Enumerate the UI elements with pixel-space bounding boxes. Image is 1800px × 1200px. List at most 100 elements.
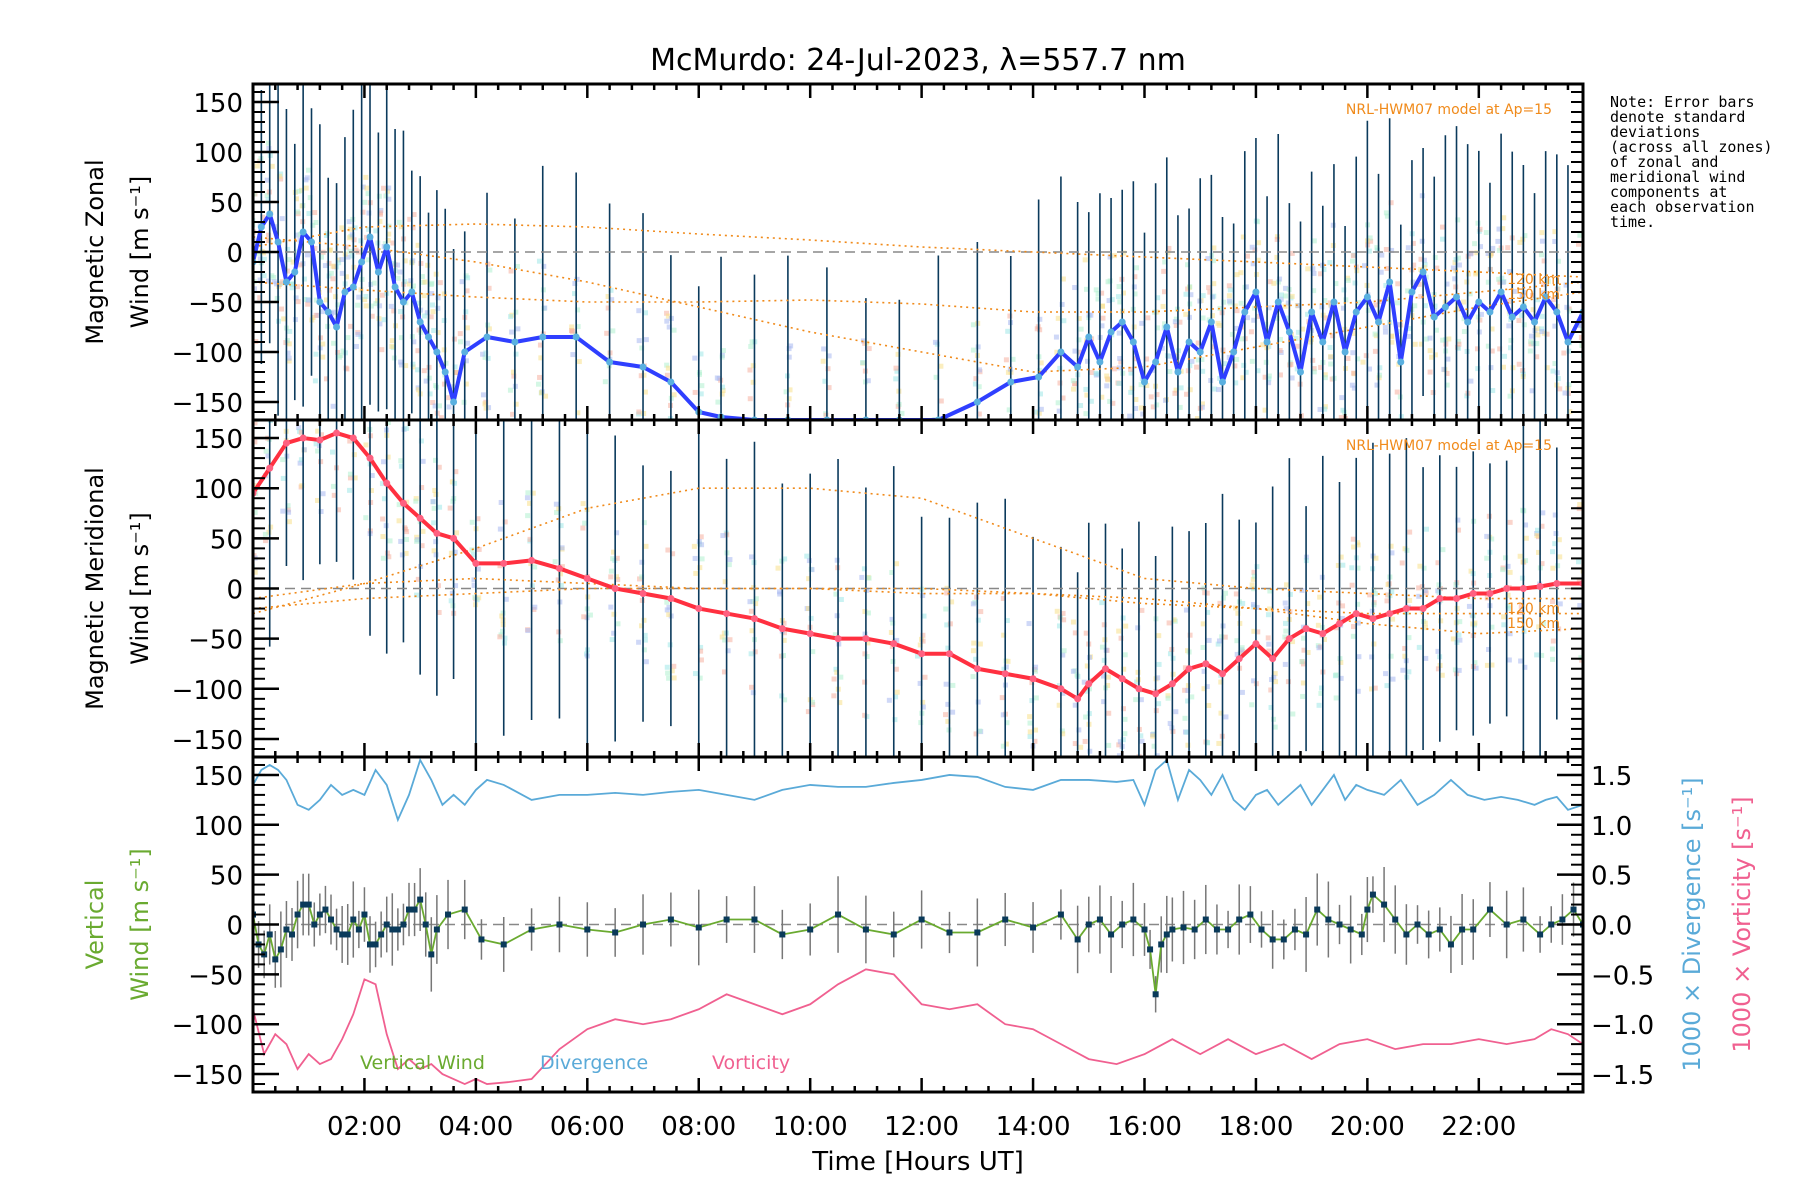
scatter-point	[1500, 364, 1506, 370]
scatter-point	[1555, 376, 1561, 382]
scatter-point	[343, 244, 349, 250]
scatter-point	[263, 448, 269, 454]
scatter-point	[1199, 356, 1205, 362]
scatter-point	[1039, 439, 1044, 444]
wind-point	[461, 348, 469, 356]
wind-point	[1035, 373, 1043, 381]
vertical-wind-point	[667, 916, 674, 923]
scatter-point	[1562, 390, 1568, 396]
vertical-wind-point	[1358, 931, 1365, 938]
scatter-point	[1445, 356, 1451, 362]
scatter-point	[1087, 748, 1093, 754]
scatter-point	[1060, 652, 1066, 658]
scatter-point	[457, 339, 463, 345]
vertical-wind-point	[1537, 931, 1544, 938]
scatter-point	[1345, 277, 1351, 283]
scatter-point	[752, 649, 758, 655]
wind-point	[349, 283, 357, 291]
scatter-point	[607, 434, 612, 439]
scatter-point	[530, 490, 536, 496]
vertical-wind-point	[723, 916, 730, 923]
scatter-point	[832, 632, 838, 638]
wind-point	[723, 610, 731, 618]
scatter-point	[301, 447, 307, 453]
scatter-point	[331, 492, 337, 498]
wind-point	[266, 464, 274, 472]
scatter-point	[725, 648, 731, 654]
scatter-point	[1005, 457, 1010, 462]
scatter-point	[336, 507, 342, 513]
scatter-point	[1267, 588, 1273, 594]
scatter-point	[1279, 292, 1285, 298]
scatter-point	[497, 526, 503, 532]
scatter-point	[1468, 251, 1474, 257]
scatter-point	[641, 617, 647, 623]
scatter-point	[785, 489, 790, 494]
scatter-point	[1129, 385, 1135, 391]
wind-point	[408, 288, 416, 296]
scatter-point	[1464, 279, 1470, 285]
scatter-point	[353, 343, 359, 349]
scatter-point	[1120, 706, 1126, 712]
wind-point	[1241, 308, 1249, 316]
scatter-point	[1473, 270, 1479, 276]
scatter-point	[1485, 279, 1491, 285]
scatter-point	[893, 376, 899, 382]
scatter-point	[1162, 259, 1168, 265]
vertical-wind-point	[779, 931, 786, 938]
scatter-point	[1355, 620, 1361, 626]
scatter-point	[379, 481, 385, 487]
scatter-point	[1182, 687, 1188, 693]
scatter-point	[1140, 411, 1146, 417]
vertical-wind-point	[1392, 916, 1399, 923]
wind-point	[1408, 288, 1416, 296]
scatter-point	[1519, 293, 1525, 299]
scatter-point	[464, 325, 470, 331]
wind-point	[341, 288, 349, 296]
scatter-point	[452, 549, 458, 555]
wind-point	[1336, 620, 1344, 628]
scatter-point	[1070, 378, 1076, 384]
scatter-point	[1557, 601, 1563, 607]
scatter-point	[253, 420, 258, 426]
scatter-point	[1116, 380, 1122, 386]
scatter-point	[1372, 331, 1378, 337]
wind-point	[918, 650, 926, 658]
scatter-point	[1282, 293, 1288, 299]
wind-point	[667, 595, 675, 603]
scatter-point	[892, 717, 898, 723]
scatter-point	[665, 313, 671, 319]
scatter-point	[388, 303, 394, 309]
scatter-point	[1105, 377, 1111, 383]
scatter-point	[610, 328, 616, 334]
scatter-point	[775, 565, 781, 571]
scatter-point	[748, 468, 753, 473]
y2-tick-label: 1.5	[1591, 762, 1632, 792]
scatter-point	[722, 579, 728, 585]
wind-point	[1074, 695, 1082, 703]
scatter-point	[302, 296, 308, 302]
scatter-point	[1534, 341, 1540, 347]
scatter-point	[1490, 245, 1496, 251]
vertical-wind-point	[445, 911, 452, 918]
scatter-point	[448, 550, 454, 556]
scatter-point	[1173, 322, 1179, 328]
scatter-point	[299, 203, 305, 209]
scatter-point	[636, 639, 642, 645]
scatter-point	[1118, 359, 1124, 365]
y2-tick-label: −1.0	[1591, 1011, 1654, 1041]
scatter-point	[944, 622, 950, 628]
scatter-point	[1252, 247, 1258, 253]
y-tick-label: −100	[172, 1011, 243, 1041]
scatter-point	[866, 346, 872, 352]
scatter-point	[1566, 382, 1572, 388]
scatter-point	[1301, 647, 1307, 653]
scatter-point	[404, 537, 410, 543]
scatter-point	[295, 209, 301, 215]
scatter-point	[1127, 413, 1133, 419]
wind-point	[266, 210, 274, 218]
wind-point	[639, 590, 647, 598]
scatter-point	[721, 471, 726, 476]
scatter-point	[326, 273, 332, 279]
scatter-point	[976, 443, 981, 448]
